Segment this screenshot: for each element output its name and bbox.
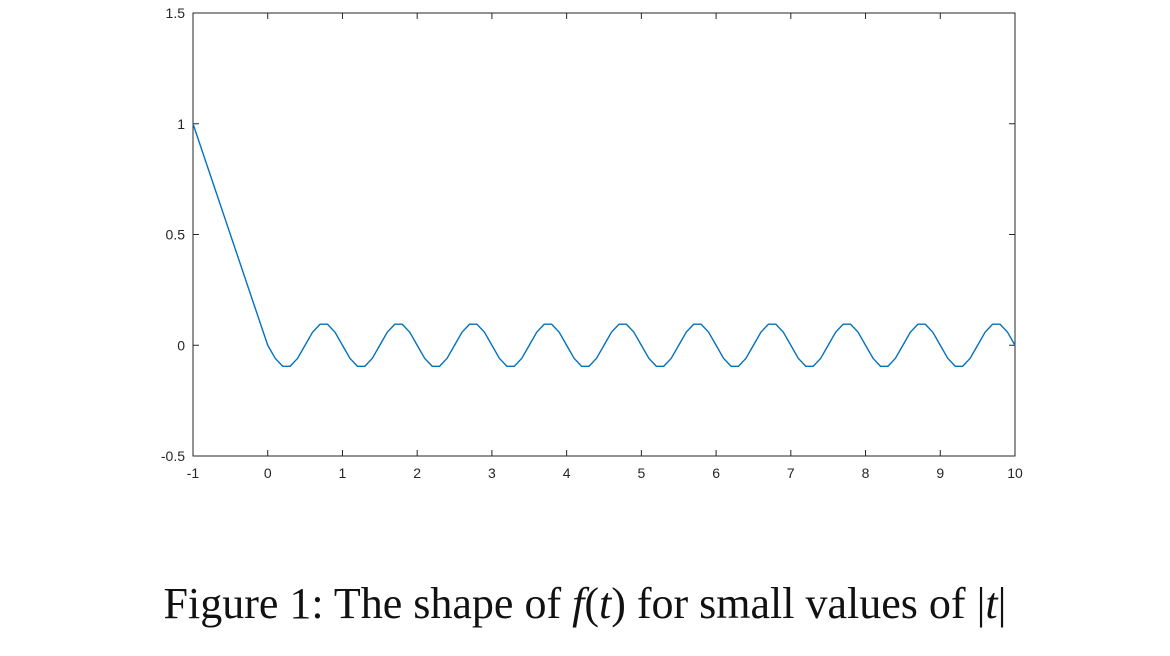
x-tick-label: 3: [488, 465, 496, 481]
caption-math-t-abs: t: [985, 579, 998, 628]
caption-prefix: Figure 1: The shape of: [163, 579, 573, 628]
x-tick-label: 4: [563, 465, 571, 481]
plot-area: [192, 12, 1016, 457]
x-tick-label: 10: [1007, 465, 1023, 481]
line-chart: -1 0 1 2 3 4 5 6 7 8 9 10 -0.5 0 0.5 1 1.5: [161, 5, 1023, 481]
y-tick-label: 0: [177, 337, 185, 353]
x-tick-label: 0: [264, 465, 272, 481]
x-tick-label: -1: [187, 465, 200, 481]
caption-middle: for small values of: [625, 579, 977, 628]
x-tick-label: 2: [413, 465, 421, 481]
caption-abs-open: |: [976, 579, 986, 628]
caption-math-f: f: [572, 579, 585, 628]
y-tick-label: 1: [177, 116, 185, 132]
y-tick-label: 1.5: [166, 5, 186, 21]
series-layer: [192, 123, 1016, 367]
x-tick-label: 5: [637, 465, 645, 481]
y-axis-ticks: -0.5 0 0.5 1 1.5: [161, 5, 1015, 464]
y-tick-label: -0.5: [161, 448, 185, 464]
caption-paren-open: (: [584, 579, 599, 628]
y-tick-label: 0.5: [166, 227, 186, 243]
x-tick-label: 1: [339, 465, 347, 481]
x-tick-label: 9: [936, 465, 944, 481]
series-line: [192, 123, 1016, 367]
caption-abs-close: |: [997, 579, 1007, 628]
caption-paren-close: ): [611, 579, 626, 628]
caption-math-t: t: [598, 579, 612, 628]
x-tick-label: 6: [712, 465, 720, 481]
x-axis-ticks: -1 0 1 2 3 4 5 6 7 8 9 10: [187, 13, 1023, 481]
x-tick-label: 7: [787, 465, 795, 481]
x-tick-label: 8: [862, 465, 870, 481]
figure-caption: Figure 1: The shape of f(t) for small va…: [0, 578, 1170, 629]
